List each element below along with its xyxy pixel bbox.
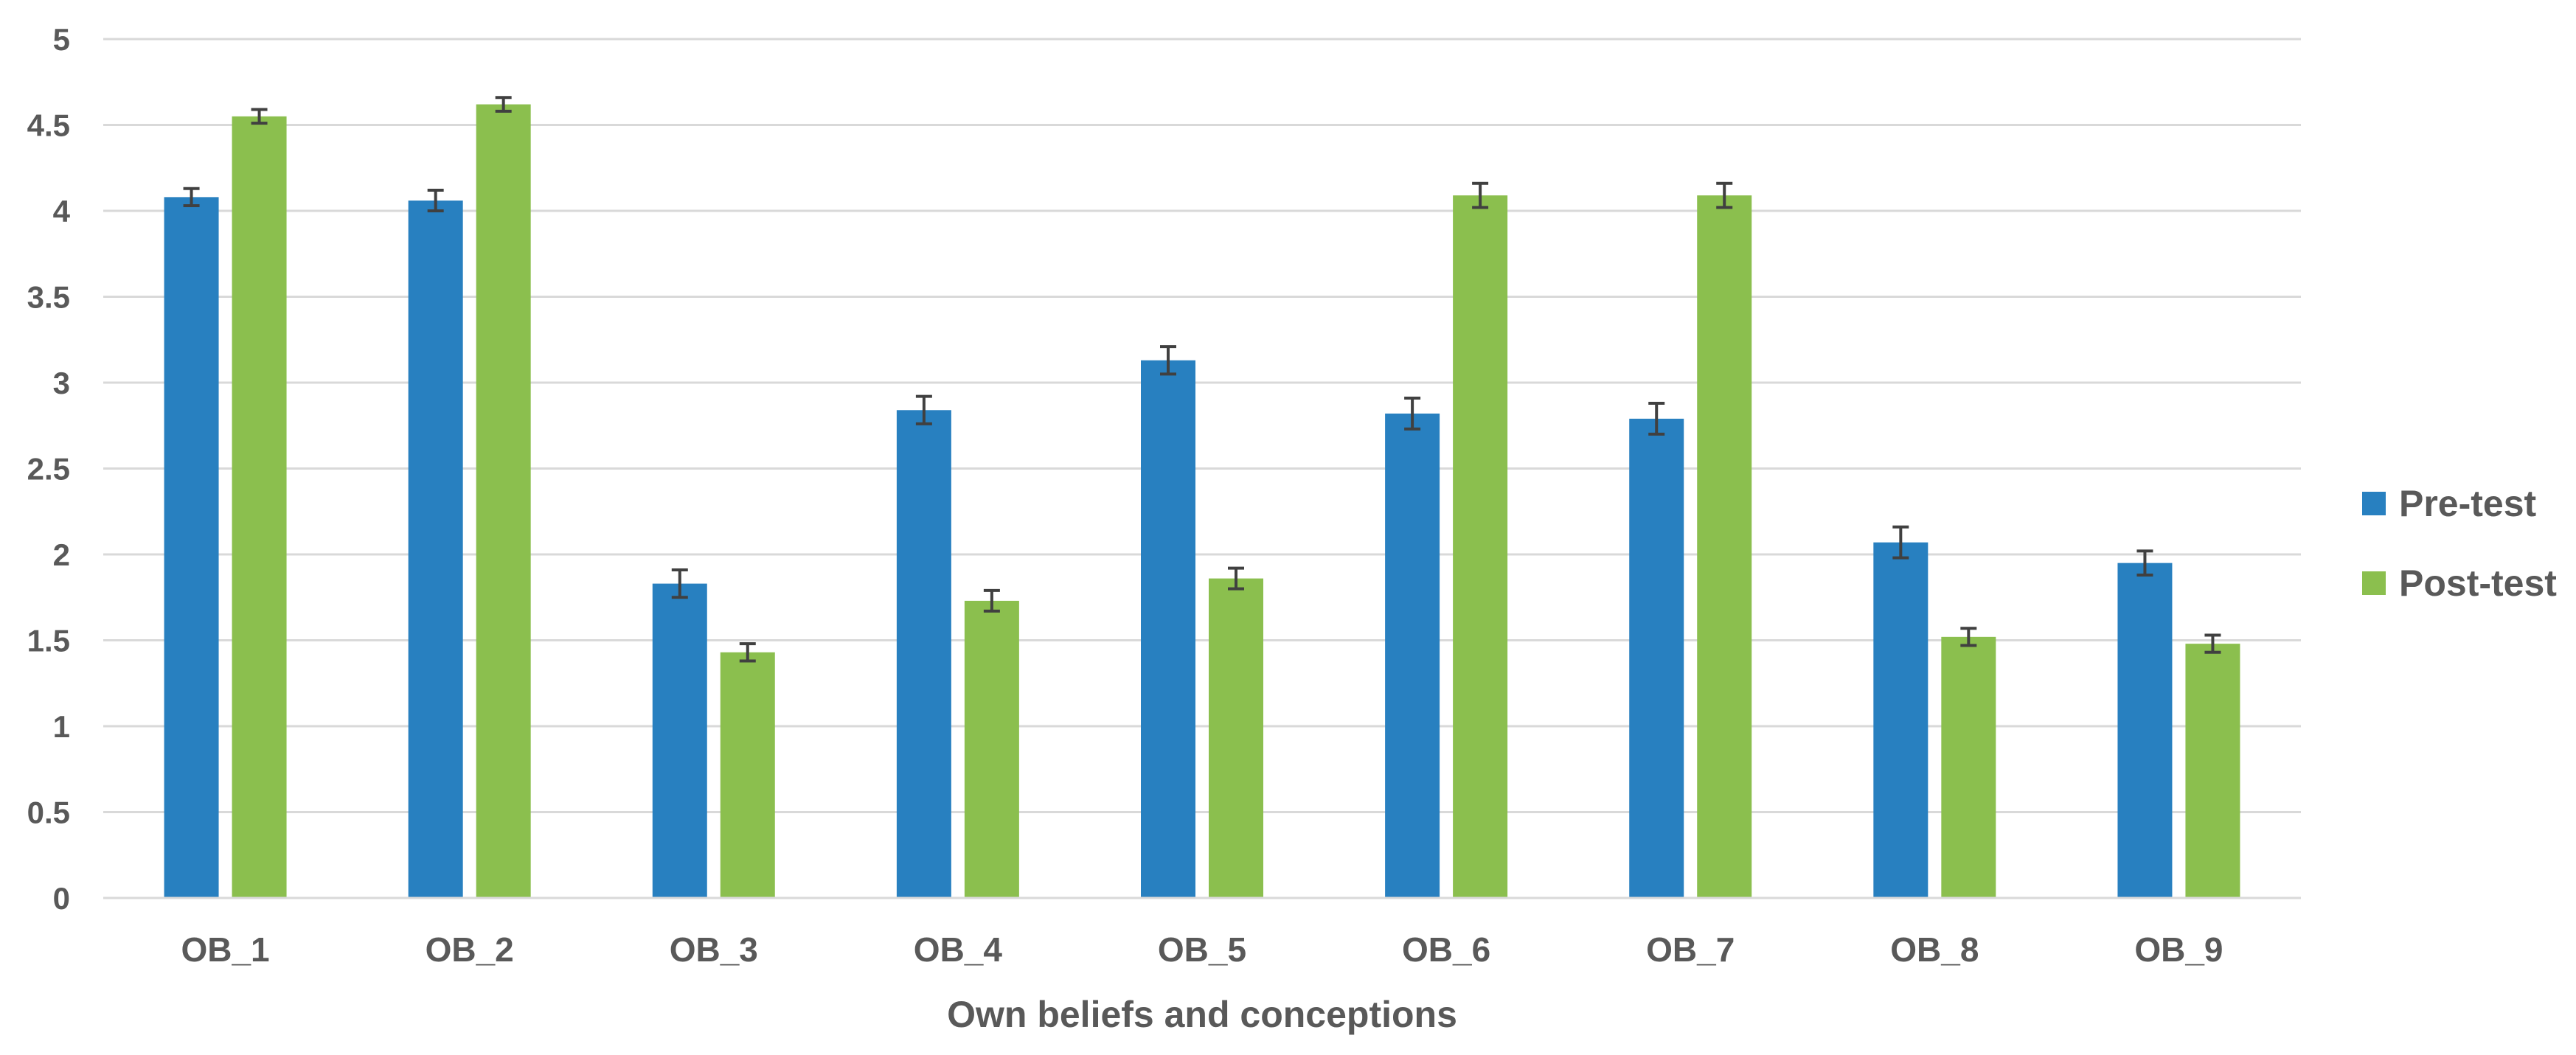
bar-pre-test-ob_7 xyxy=(1629,418,1684,898)
y-tick-label: 2.5 xyxy=(27,452,70,487)
error-bar xyxy=(983,588,1000,613)
bar-post-test-ob_8 xyxy=(1941,636,1996,898)
bar-pre-test-ob_2 xyxy=(408,201,463,898)
error-bar xyxy=(1404,396,1421,431)
legend-label: Pre-test xyxy=(2399,483,2537,524)
y-tick-label: 1.5 xyxy=(27,624,70,658)
error-bar xyxy=(739,642,756,663)
error-bar xyxy=(251,108,268,125)
y-tick-label: 3.5 xyxy=(27,280,70,315)
bar-pre-test-ob_9 xyxy=(2117,563,2173,898)
legend-swatch xyxy=(2362,492,2386,515)
error-bars xyxy=(183,96,2221,663)
error-bar xyxy=(1892,525,1909,560)
bar-post-test-ob_7 xyxy=(1697,195,1752,898)
x-category-label: OB_8 xyxy=(1890,930,1979,969)
error-bar xyxy=(1160,345,1176,376)
legend-label: Post-test xyxy=(2399,563,2557,604)
x-category-label: OB_6 xyxy=(1402,930,1490,969)
y-tick-label: 4.5 xyxy=(27,108,70,143)
x-category-label: OB_7 xyxy=(1646,930,1735,969)
y-tick-label: 3 xyxy=(53,366,70,400)
y-tick-label: 4 xyxy=(53,194,71,229)
error-bar xyxy=(2204,633,2221,654)
x-axis-title: Own beliefs and conceptions xyxy=(947,994,1457,1035)
y-tick-label: 5 xyxy=(53,22,70,57)
legend: Pre-test Post-test xyxy=(2362,483,2557,604)
bar-pre-test-ob_8 xyxy=(1873,542,1928,898)
bar-pre-test-ob_6 xyxy=(1385,413,1440,898)
y-tick-label: 0.5 xyxy=(27,795,70,830)
y-axis-tick-labels: 0 0.5 1 1.5 2 2.5 3 3.5 4 4.5 5 xyxy=(27,22,71,916)
bar-post-test-ob_3 xyxy=(720,652,775,898)
bar-pre-test-ob_5 xyxy=(1141,360,1195,899)
error-bar xyxy=(1648,401,1665,436)
y-tick-label: 0 xyxy=(53,881,70,916)
gridlines xyxy=(103,38,2301,813)
error-bar xyxy=(427,189,444,212)
bar-post-test-ob_4 xyxy=(964,600,1019,898)
y-tick-label: 1 xyxy=(53,709,70,744)
error-bar xyxy=(1228,566,1244,591)
error-bar xyxy=(2136,549,2153,577)
bar-post-test-ob_6 xyxy=(1453,195,1508,898)
bar-post-test-ob_9 xyxy=(2185,644,2240,898)
x-category-label: OB_9 xyxy=(2134,930,2223,969)
legend-swatch xyxy=(2362,571,2386,595)
error-bar xyxy=(1960,627,1977,647)
x-category-label: OB_3 xyxy=(670,930,758,969)
error-bar xyxy=(1472,181,1489,209)
x-category-label: OB_4 xyxy=(914,930,1003,969)
x-category-label: OB_5 xyxy=(1158,930,1246,969)
bar-post-test-ob_5 xyxy=(1209,578,1263,898)
bar-pre-test-ob_4 xyxy=(896,410,951,898)
bar-pre-test-ob_1 xyxy=(164,197,219,898)
bar-pre-test-ob_3 xyxy=(652,583,707,898)
error-bar xyxy=(671,568,688,599)
x-category-label: OB_1 xyxy=(181,930,269,969)
error-bar xyxy=(915,394,932,425)
bar-post-test-ob_2 xyxy=(476,104,531,898)
error-bar xyxy=(1716,181,1733,209)
error-bar xyxy=(183,187,200,208)
x-category-label: OB_2 xyxy=(426,930,514,969)
x-axis-category-labels: OB_1 OB_2 OB_3 OB_4 OB_5 OB_6 OB_7 OB_8 OB_9 xyxy=(181,930,2223,969)
y-tick-label: 2 xyxy=(53,537,70,572)
error-bar xyxy=(495,96,512,113)
bar-post-test-ob_1 xyxy=(232,116,287,899)
bars xyxy=(164,104,2240,899)
